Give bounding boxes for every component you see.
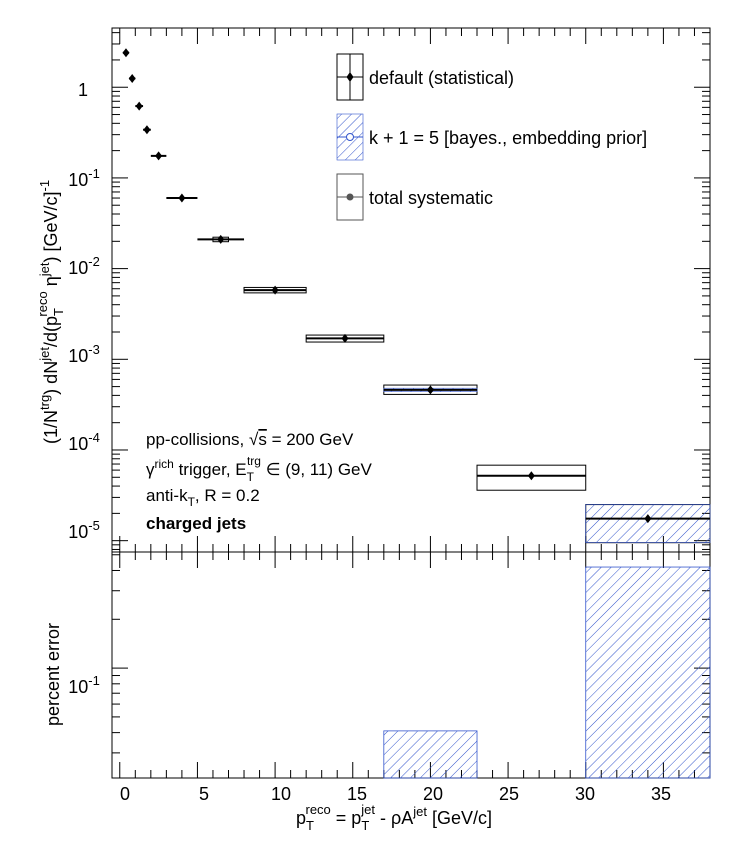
legend: default (statistical) k + 1 = 5 [bayes.,… — [336, 53, 647, 221]
bayes-hatched-box — [585, 504, 711, 543]
legend-swatch-bayes-marker — [346, 133, 354, 141]
y-tick-label-0: 1 — [78, 80, 88, 100]
data-point — [644, 514, 652, 524]
annotation-charged-jets: charged jets — [146, 514, 246, 533]
legend-swatch-default-marker — [346, 72, 354, 82]
y-tick-label-3: 10-3 — [68, 342, 100, 366]
data-point — [135, 101, 143, 111]
data-point — [271, 285, 279, 295]
percent-error-bars — [383, 566, 711, 779]
x-tick-label-6: 30 — [575, 784, 595, 804]
annotation-trigger: γrich trigger, ETtrg ∈ (9, 11) GeV — [146, 454, 372, 484]
x-tick-labels: 0 5 10 15 20 25 30 35 — [120, 784, 671, 804]
y-tick-label-2: 10-2 — [68, 254, 100, 278]
x-tick-label-4: 20 — [423, 784, 443, 804]
data-point — [341, 333, 349, 343]
systematic-box — [476, 464, 587, 491]
data-point — [122, 48, 130, 58]
x-tick-label-2: 10 — [271, 784, 291, 804]
data-point — [155, 151, 163, 161]
legend-entry-default: default (statistical) — [336, 53, 514, 101]
annotations: pp-collisions, √s = 200 GeV γrich trigge… — [146, 430, 372, 533]
data-point — [178, 193, 186, 203]
lower-y-axis-title: percent error — [43, 623, 63, 726]
data-point — [527, 471, 535, 481]
legend-entry-systematic: total systematic — [336, 173, 493, 221]
data-point — [128, 73, 136, 83]
y-tick-label-5: 10-5 — [68, 518, 100, 542]
annotation-collisions: pp-collisions, √s = 200 GeV — [146, 430, 354, 449]
x-tick-label-3: 15 — [347, 784, 367, 804]
legend-label-bayes: k + 1 = 5 [bayes., embedding prior] — [369, 128, 647, 148]
x-tick-label-5: 25 — [499, 784, 519, 804]
y-tick-label-1: 10-1 — [68, 166, 100, 190]
upper-axis-ticks — [112, 28, 711, 552]
y-tick-label-4: 10-4 — [68, 430, 100, 454]
data-points — [122, 48, 710, 524]
x-axis-title: pTreco = pTjet - ρAjet [GeV/c] — [296, 802, 492, 833]
data-point — [426, 385, 434, 395]
percent-error-bar — [585, 566, 711, 779]
lower-y-tick-label: 10-1 — [68, 673, 100, 697]
data-point — [217, 234, 225, 244]
upper-y-tick-labels: 1 10-1 10-2 10-3 10-4 10-5 — [68, 80, 100, 542]
y-axis-title: (1/Ntrg) dNjet/d(pTreco ηjet) [GeV/c]-1 — [35, 180, 66, 444]
percent-error-bar — [383, 730, 478, 779]
legend-label-systematic: total systematic — [369, 188, 493, 208]
x-tick-label-7: 35 — [651, 784, 671, 804]
annotation-algorithm: anti-kT, R = 0.2 — [146, 486, 260, 509]
legend-swatch-systematic-marker — [346, 193, 354, 201]
data-point — [143, 125, 151, 135]
x-tick-label-1: 5 — [199, 784, 209, 804]
x-tick-label-0: 0 — [120, 784, 130, 804]
legend-entry-bayes: k + 1 = 5 [bayes., embedding prior] — [336, 113, 647, 161]
legend-label-default: default (statistical) — [369, 68, 514, 88]
